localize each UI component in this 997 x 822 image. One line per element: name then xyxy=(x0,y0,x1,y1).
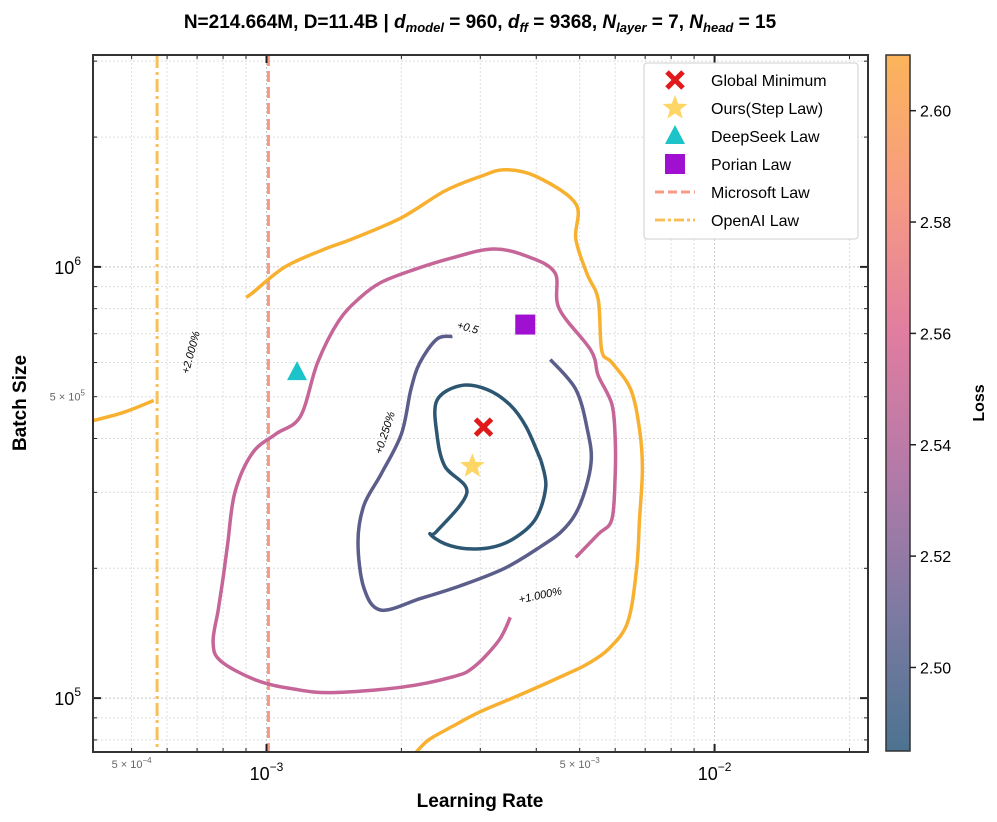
x-tick-label: 10−3 xyxy=(250,760,284,784)
y-tick-label: 105 xyxy=(54,685,81,709)
colorbar-gradient xyxy=(885,54,911,752)
colorbar-tick-label: 2.54 xyxy=(920,438,951,455)
y-minor-tick-label: 5 × 105 xyxy=(50,389,86,404)
colorbar-label: Loss xyxy=(971,384,988,421)
chart-title: N=214.664M, D=11.4B | dmodel = 960, dff … xyxy=(184,12,777,35)
legend-frame xyxy=(643,62,859,240)
colorbar: 2.50 2.52 2.54 2.56 2.58 2.60 xyxy=(885,54,951,752)
colorbar-tick-label: 2.60 xyxy=(920,104,951,121)
x-minor-tick-label: 5 × 10−3 xyxy=(560,756,601,771)
plot-frame xyxy=(92,54,869,753)
colorbar-tick-label: 2.56 xyxy=(920,326,951,343)
legend-swatch-square xyxy=(665,154,685,174)
colorbar-tick-label: 2.52 xyxy=(920,549,951,566)
x-axis-label: Learning Rate xyxy=(417,791,544,812)
y-tick-label: 106 xyxy=(54,254,81,278)
legend-label: Porian Law xyxy=(711,157,791,174)
legend-swatch-triangle xyxy=(665,125,685,144)
contour-label: +0.5 xyxy=(456,320,481,337)
legend-swatch-star xyxy=(662,95,688,119)
legend-label: Ours(Step Law) xyxy=(711,101,823,118)
legend-swatch-x xyxy=(665,70,685,90)
contour-line-1 xyxy=(428,383,548,551)
contour-line-2 xyxy=(356,334,594,613)
contour-line-5 xyxy=(93,398,155,423)
legend-label: Microsoft Law xyxy=(711,185,810,202)
legend-label: DeepSeek Law xyxy=(711,129,820,146)
x-minor-tick-label: 5 × 10−4 xyxy=(112,756,153,771)
deepseek-law-marker xyxy=(287,361,308,381)
legend: Global Minimum Ours(Step Law) DeepSeek Law… xyxy=(643,62,859,240)
step-law-marker xyxy=(460,453,485,477)
x-tick-label: 10−2 xyxy=(698,760,732,784)
legend-label: Global Minimum xyxy=(711,73,827,90)
axis-ticks: 10−3 10−2 5 × 10−4 5 × 10−3 105 106 5 × 105 xyxy=(50,55,868,784)
contour-line-4 xyxy=(245,167,645,752)
colorbar-tick-label: 2.50 xyxy=(920,660,951,677)
porian-law-marker xyxy=(515,314,536,335)
legend-label: OpenAI Law xyxy=(711,213,800,230)
colorbar-tick-label: 2.58 xyxy=(920,215,951,232)
y-axis-label: Batch Size xyxy=(10,355,31,451)
global-minimum-marker xyxy=(473,417,494,437)
contour-line-3 xyxy=(211,247,618,695)
